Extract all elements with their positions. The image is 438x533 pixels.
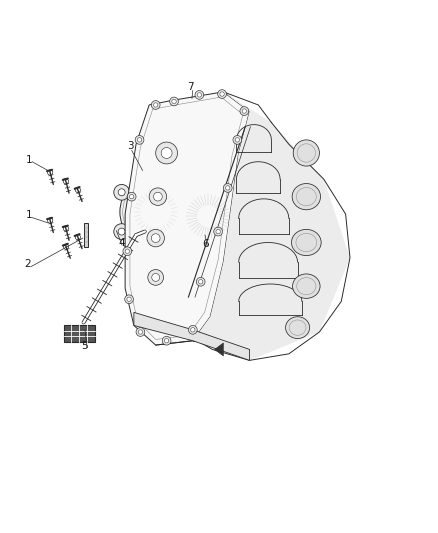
Circle shape [151, 234, 160, 243]
Polygon shape [125, 92, 250, 345]
Circle shape [200, 208, 216, 224]
Circle shape [182, 184, 198, 200]
Ellipse shape [286, 317, 310, 338]
Polygon shape [188, 205, 199, 219]
Ellipse shape [292, 183, 321, 210]
Wedge shape [186, 195, 230, 238]
Text: 7: 7 [187, 82, 194, 92]
Circle shape [118, 228, 125, 235]
Circle shape [220, 92, 224, 96]
Circle shape [127, 297, 131, 302]
Circle shape [191, 328, 195, 332]
Circle shape [170, 97, 178, 106]
Circle shape [186, 189, 193, 196]
Circle shape [127, 192, 136, 201]
Circle shape [197, 93, 201, 97]
Circle shape [240, 107, 249, 116]
Circle shape [219, 190, 225, 196]
Circle shape [162, 336, 171, 345]
Circle shape [136, 328, 145, 336]
Circle shape [153, 103, 158, 107]
Circle shape [120, 176, 191, 248]
Circle shape [178, 187, 238, 246]
Circle shape [196, 277, 205, 286]
Circle shape [123, 247, 132, 256]
Circle shape [132, 188, 180, 236]
FancyBboxPatch shape [117, 229, 126, 231]
Circle shape [223, 183, 232, 192]
Circle shape [148, 270, 163, 285]
Wedge shape [134, 190, 177, 233]
Polygon shape [193, 92, 350, 360]
Circle shape [147, 229, 164, 247]
Circle shape [172, 99, 176, 103]
Circle shape [151, 101, 160, 109]
Circle shape [114, 224, 130, 239]
Circle shape [125, 249, 130, 253]
Text: 3: 3 [127, 141, 134, 151]
Circle shape [233, 135, 242, 144]
Circle shape [153, 192, 162, 201]
Text: 1: 1 [26, 211, 33, 221]
Text: 5: 5 [81, 342, 88, 351]
Circle shape [135, 135, 144, 144]
Circle shape [125, 295, 134, 304]
Circle shape [149, 188, 166, 205]
Circle shape [195, 91, 204, 99]
Circle shape [130, 195, 134, 199]
Circle shape [188, 326, 197, 334]
Circle shape [191, 237, 198, 243]
Circle shape [138, 330, 143, 334]
Ellipse shape [293, 140, 319, 166]
Text: 4: 4 [119, 238, 125, 248]
Ellipse shape [293, 274, 320, 298]
Text: 6: 6 [202, 239, 209, 249]
Polygon shape [134, 312, 250, 360]
Circle shape [161, 148, 172, 158]
FancyBboxPatch shape [64, 325, 95, 342]
Circle shape [216, 229, 220, 234]
Circle shape [138, 138, 142, 142]
FancyBboxPatch shape [84, 223, 88, 247]
Circle shape [235, 138, 240, 142]
Circle shape [226, 185, 230, 190]
Circle shape [214, 227, 223, 236]
Circle shape [114, 184, 130, 200]
Circle shape [145, 201, 166, 223]
Circle shape [219, 237, 225, 243]
Text: 1: 1 [26, 155, 33, 165]
Circle shape [242, 109, 247, 113]
Polygon shape [215, 343, 223, 356]
Circle shape [164, 338, 169, 343]
Circle shape [155, 142, 177, 164]
Circle shape [191, 190, 198, 196]
Circle shape [198, 280, 203, 284]
Circle shape [118, 189, 125, 196]
Circle shape [232, 213, 238, 220]
Circle shape [218, 90, 226, 99]
Ellipse shape [291, 229, 321, 256]
Circle shape [152, 273, 159, 281]
Circle shape [178, 213, 184, 220]
Text: 2: 2 [25, 260, 32, 269]
Circle shape [186, 228, 193, 235]
Circle shape [182, 224, 198, 239]
